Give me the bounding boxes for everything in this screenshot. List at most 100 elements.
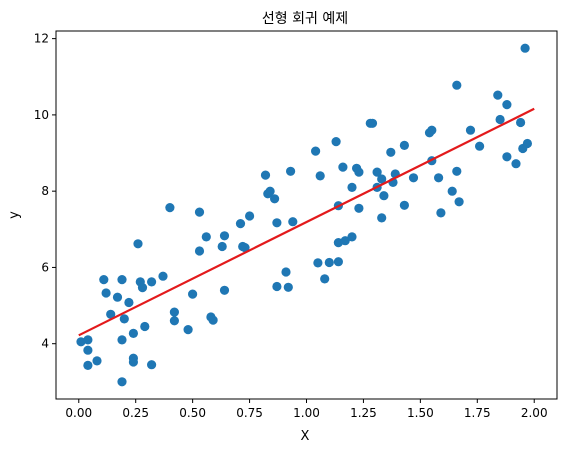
- data-point: [158, 271, 168, 281]
- regression-line-layer: [78, 107, 535, 337]
- data-point: [347, 232, 357, 242]
- data-point: [377, 174, 387, 184]
- data-point: [465, 125, 476, 135]
- data-point: [101, 288, 111, 298]
- x-tick-label: 1.25: [350, 406, 377, 420]
- data-point: [165, 203, 175, 213]
- data-point: [117, 335, 127, 345]
- data-point: [399, 200, 409, 210]
- data-point: [194, 207, 205, 217]
- x-tick-label: 2.00: [521, 406, 548, 420]
- data-point: [235, 219, 246, 229]
- data-point: [217, 241, 227, 252]
- data-point: [286, 166, 296, 176]
- data-point: [372, 167, 382, 177]
- data-point: [99, 275, 109, 285]
- data-point: [147, 360, 157, 370]
- data-point: [128, 328, 138, 338]
- data-point: [347, 182, 357, 192]
- data-point: [117, 275, 127, 285]
- data-point: [283, 282, 293, 292]
- data-point: [124, 297, 134, 308]
- data-point: [454, 197, 464, 207]
- data-point: [354, 203, 364, 213]
- regression-line: [78, 107, 535, 337]
- x-axis-label: X: [301, 429, 310, 444]
- data-point: [377, 213, 387, 223]
- data-point: [452, 166, 462, 176]
- data-point: [219, 285, 230, 295]
- data-point: [83, 360, 93, 370]
- data-point: [92, 356, 102, 366]
- chart-title: 선형 회귀 예제: [262, 11, 348, 27]
- data-point: [502, 152, 512, 162]
- data-point: [434, 173, 444, 183]
- data-point: [502, 100, 512, 110]
- data-point: [272, 281, 282, 292]
- x-tick-label: 1.75: [464, 406, 491, 420]
- data-point: [408, 173, 419, 183]
- data-point: [208, 315, 218, 325]
- data-point: [333, 257, 343, 267]
- data-point: [260, 170, 271, 180]
- y-axis-ticks: 4 6 8 10 12: [34, 32, 56, 351]
- data-point: [245, 211, 255, 221]
- data-point: [495, 114, 505, 125]
- data-point: [354, 167, 364, 177]
- data-point: [379, 191, 389, 201]
- data-point: [128, 357, 138, 367]
- x-tick-label: 0.25: [122, 406, 149, 420]
- data-point: [270, 194, 280, 204]
- data-point: [331, 137, 341, 147]
- data-point: [320, 274, 330, 284]
- data-point: [311, 146, 321, 156]
- data-point: [188, 289, 198, 299]
- data-point: [137, 283, 148, 293]
- data-point: [117, 377, 127, 387]
- data-point: [265, 186, 275, 196]
- y-tick-label: 8: [41, 184, 49, 198]
- data-point: [83, 335, 93, 345]
- data-point: [386, 147, 396, 157]
- data-point: [240, 243, 250, 253]
- y-axis-label: y: [7, 211, 22, 219]
- data-point: [324, 257, 334, 268]
- y-tick-label: 4: [41, 337, 49, 351]
- data-point: [112, 292, 123, 302]
- data-point: [219, 231, 230, 241]
- data-point: [169, 316, 179, 326]
- data-point: [76, 337, 86, 347]
- x-tick-label: 0.00: [65, 406, 92, 420]
- data-point: [475, 141, 485, 151]
- data-point: [436, 208, 446, 218]
- y-tick-label: 10: [34, 108, 49, 122]
- data-point: [183, 325, 193, 335]
- data-point: [288, 217, 298, 227]
- data-point: [133, 239, 143, 249]
- data-point: [315, 171, 325, 181]
- data-point: [313, 258, 323, 268]
- data-point: [399, 140, 409, 150]
- data-point: [340, 236, 350, 246]
- data-point: [427, 125, 437, 135]
- data-point: [201, 232, 211, 242]
- data-point: [281, 267, 291, 277]
- data-point: [367, 118, 378, 128]
- data-point: [272, 218, 282, 228]
- data-points: [76, 43, 533, 387]
- x-tick-label: 1.00: [293, 406, 320, 420]
- plot-area: [55, 30, 558, 400]
- data-point: [106, 309, 116, 319]
- data-point: [522, 138, 533, 149]
- data-point: [83, 345, 93, 355]
- data-point: [119, 314, 129, 324]
- data-point: [140, 321, 150, 332]
- x-axis-ticks: 0.00 0.25 0.50 0.75 1.00 1.25 1.50 1.75 2.00: [65, 399, 548, 420]
- data-point: [147, 277, 157, 287]
- x-tick-label: 0.50: [179, 406, 206, 420]
- data-point: [520, 43, 530, 53]
- data-point: [194, 246, 205, 256]
- data-point: [447, 186, 457, 196]
